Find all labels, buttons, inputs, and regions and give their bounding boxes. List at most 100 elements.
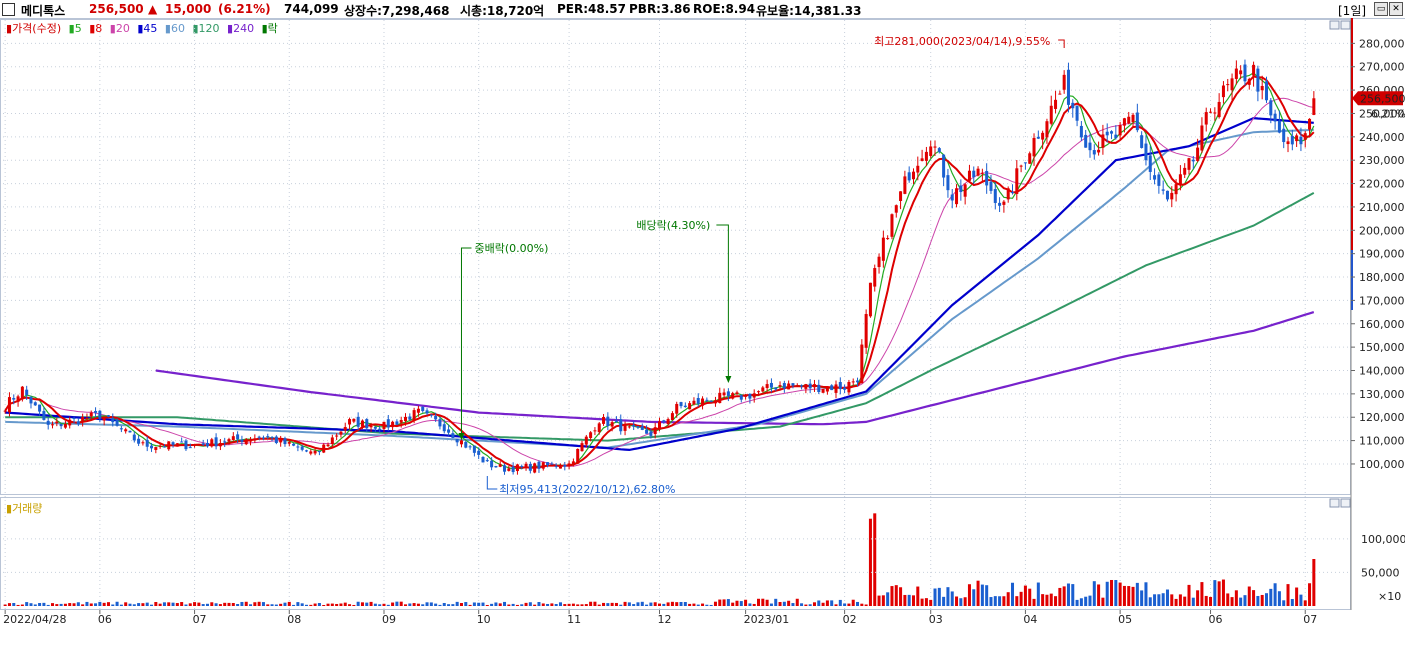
volume-bar — [304, 604, 309, 606]
candle-body — [94, 411, 98, 413]
candle-body — [1217, 101, 1221, 118]
close-icon[interactable]: ✕ — [1389, 2, 1403, 16]
ma60-legend[interactable]: ▮60 — [164, 22, 185, 35]
candle-body — [967, 170, 971, 181]
candle-body — [942, 154, 946, 178]
current-pct-label: 6.21% — [1371, 107, 1405, 120]
volume-bar — [576, 604, 580, 606]
candle-body — [666, 419, 670, 425]
volume-bar — [266, 604, 270, 606]
period-selector[interactable]: [1일] — [1338, 4, 1367, 18]
volume-legend[interactable]: ▮거래량 — [6, 502, 43, 515]
candle-body — [455, 439, 459, 443]
volume-bar — [128, 603, 132, 606]
candle-body — [81, 416, 85, 423]
ma5-legend[interactable]: ▮5 — [68, 22, 82, 35]
volume-bar — [1015, 596, 1019, 606]
volume-bar — [330, 603, 334, 606]
volume-bar — [929, 599, 933, 606]
volume-bar — [1153, 594, 1157, 606]
candle-body — [546, 462, 550, 466]
volume-bar — [1256, 595, 1260, 606]
stock-name: 메디톡스 — [21, 4, 66, 18]
pbr-value: PBR:3.86 — [629, 2, 691, 16]
candle-body — [373, 426, 377, 429]
volume-bar — [1032, 598, 1036, 606]
volume-bar — [261, 602, 265, 606]
candle-body — [937, 148, 941, 152]
low-annotation: 최저95,413(2022/10/12),62.80% — [499, 483, 675, 496]
volume-bar — [404, 604, 408, 606]
volume-bar — [1209, 596, 1213, 606]
candle-body — [1110, 131, 1114, 134]
ma20-legend[interactable]: ▮20 — [109, 22, 130, 35]
candle-body — [1032, 137, 1036, 157]
candle-body — [1023, 162, 1027, 164]
volume-bar — [825, 600, 829, 606]
x-tick-label: 09 — [382, 613, 396, 626]
volume-bar — [1066, 583, 1070, 606]
candle-body — [670, 413, 674, 421]
candle-body — [210, 439, 214, 447]
candle-body — [1075, 105, 1079, 121]
volume-bar — [619, 604, 623, 606]
volume-bar — [81, 604, 85, 606]
x-tick-label: 06 — [98, 613, 112, 626]
candle-body — [1299, 136, 1303, 145]
candle-body — [244, 439, 248, 445]
candle-body — [416, 408, 420, 413]
candle-body — [657, 421, 662, 430]
ma45-legend[interactable]: ▮45 — [137, 22, 158, 35]
candle-body — [171, 442, 175, 445]
volume-bar — [348, 604, 352, 606]
volume-bar — [360, 602, 364, 606]
volume-bar — [1234, 590, 1238, 606]
candle-body — [787, 383, 791, 390]
volume-bar — [558, 602, 562, 606]
ma240-legend[interactable]: ▮240 — [227, 22, 255, 35]
volume-bar — [511, 603, 515, 606]
volume-bar — [274, 604, 278, 606]
volume-bar — [976, 580, 980, 606]
volume-bar — [214, 603, 218, 606]
volume-bar — [541, 603, 545, 606]
volume-bar — [1101, 597, 1105, 606]
volume-bar — [442, 602, 446, 606]
restore-icon[interactable]: ▭ — [1374, 2, 1388, 16]
candle-body — [1015, 168, 1019, 194]
volume-bar — [916, 586, 920, 606]
volume-bar — [317, 603, 321, 606]
ma120-legend[interactable]: ▮120 — [192, 22, 220, 35]
candle-body — [739, 395, 743, 400]
stock-dividend-line — [460, 247, 472, 438]
candle-body — [886, 238, 890, 240]
volume-bar — [184, 604, 188, 606]
volume-bar — [29, 603, 33, 606]
candle-body — [343, 427, 347, 431]
candle-body — [498, 464, 502, 467]
volume-bar — [1075, 599, 1079, 606]
volume-bar — [602, 602, 606, 606]
volume-bar — [907, 594, 911, 606]
y-tick-label: 270,000 — [1359, 61, 1405, 74]
volume-bar — [115, 601, 119, 606]
candle-body — [662, 420, 666, 422]
select-checkbox[interactable] — [2, 3, 15, 16]
volume-bar — [16, 604, 20, 606]
candle-body — [1084, 134, 1088, 148]
price-legend[interactable]: ▮가격(수정) — [6, 22, 62, 35]
candle-body — [494, 465, 498, 468]
ma-line-20 — [4, 97, 1314, 467]
dividend-legend[interactable]: ▮락 — [261, 22, 278, 35]
candle-body — [119, 428, 123, 430]
candle-body — [1054, 99, 1058, 109]
ma8-legend[interactable]: ▮8 — [89, 22, 103, 35]
candle-body — [141, 442, 145, 444]
candle-body — [89, 412, 93, 417]
candle-body — [503, 465, 507, 472]
candle-body — [309, 451, 313, 454]
volume-bar — [1019, 591, 1023, 606]
candle-body — [481, 456, 485, 463]
candle-body — [1049, 105, 1053, 124]
